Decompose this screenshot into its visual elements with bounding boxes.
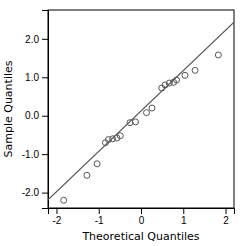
y-tick-mark [42, 116, 48, 117]
x-axis-title: Theoretical Quantiles [81, 230, 199, 243]
x-tick: 0 [139, 208, 145, 226]
point [143, 110, 149, 116]
point [182, 72, 188, 78]
plot-area: -2 -1 0 1 2 -2.0 -1.0 0.0 1.0 2.0 [22, 10, 235, 226]
point [192, 67, 198, 73]
chart-svg: -2 -1 0 1 2 -2.0 -1.0 0.0 1.0 2.0 Theoretical Quan… [0, 0, 246, 246]
point [94, 161, 100, 167]
x-axis-line [49, 209, 235, 215]
y-tick-mark [42, 39, 48, 40]
point [61, 197, 67, 203]
y-axis-title: Sample Quantiles [2, 60, 15, 157]
point [133, 119, 139, 125]
y-tick-label: 0.0 [25, 110, 39, 121]
y-tick-mark [42, 193, 48, 194]
x-tick-mark [141, 208, 142, 214]
x-axis: -2 -1 0 1 2 [49, 208, 235, 226]
x-tick-mark [56, 208, 57, 214]
y-tick-label: 2.0 [25, 34, 39, 45]
point [174, 77, 180, 83]
point [84, 172, 90, 178]
point [149, 105, 155, 111]
x-tick-mark [183, 208, 184, 214]
x-tick-mark [99, 208, 100, 214]
point [117, 133, 123, 139]
x-tick-label: -1 [95, 215, 104, 226]
x-tick-label: 1 [181, 215, 187, 226]
x-tick: 1 [181, 208, 187, 226]
x-tick-label: 2 [223, 215, 229, 226]
y-tick-mark [42, 154, 48, 155]
chart-container: -2 -1 0 1 2 -2.0 -1.0 0.0 1.0 2.0 Theoretical Quan… [0, 0, 246, 246]
y-tick: -2.0 [22, 187, 48, 198]
plot-frame [48, 10, 234, 208]
y-tick-label: 1.0 [25, 72, 39, 83]
y-tick-label: -2.0 [22, 187, 40, 198]
x-tick-mark [226, 208, 227, 214]
x-tick-label: 0 [139, 215, 145, 226]
y-tick-label: -1.0 [22, 149, 40, 160]
y-axis: -2.0 -1.0 0.0 1.0 2.0 [22, 11, 49, 209]
reference-line [48, 22, 234, 200]
y-tick: 1.0 [25, 72, 48, 83]
y-tick: 0.0 [25, 110, 48, 121]
y-tick: 2.0 [25, 34, 48, 45]
x-tick-label: -2 [53, 215, 62, 226]
x-tick: -1 [95, 208, 104, 226]
y-tick-mark [42, 77, 48, 78]
x-tick: -2 [53, 208, 62, 226]
point [215, 52, 221, 58]
x-tick: 2 [223, 208, 229, 226]
y-tick: -1.0 [22, 149, 48, 160]
marks [48, 22, 234, 203]
